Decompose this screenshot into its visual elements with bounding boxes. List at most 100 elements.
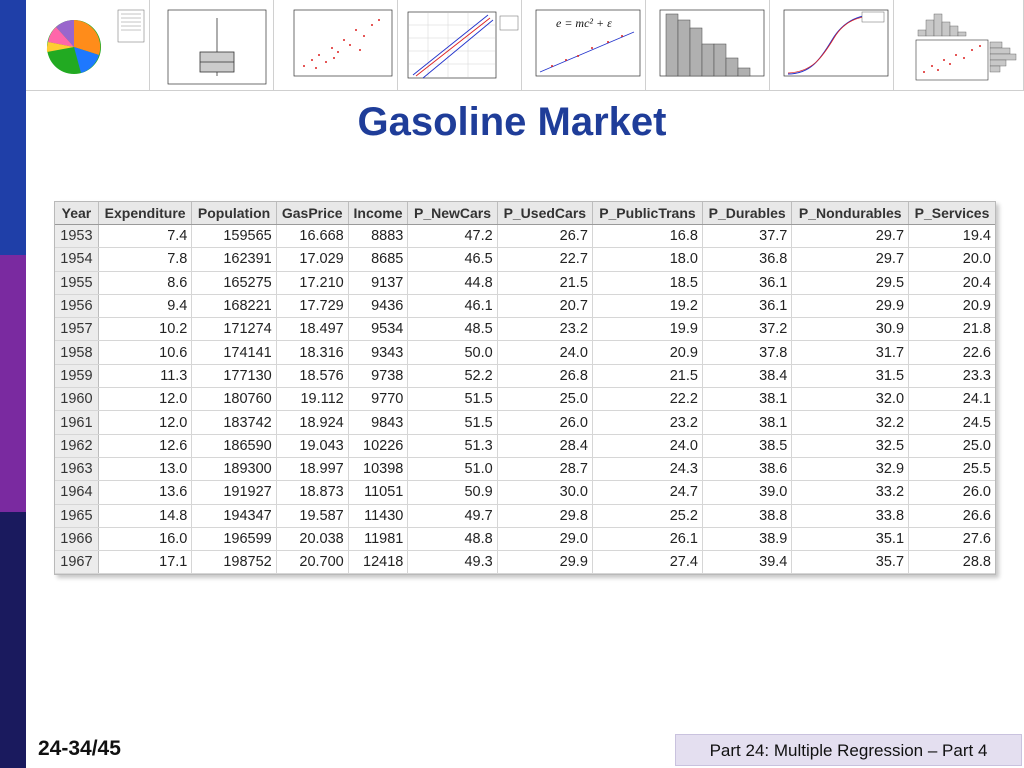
table-row: 1963 13.0 189300 18.997 10398 51.0 28.7 24.3 38.…: [55, 457, 995, 482]
table-cell: 26.8: [497, 364, 593, 389]
table-cell: 1955: [55, 271, 99, 295]
table-cell: 7.8: [98, 247, 193, 272]
table-cell: 31.5: [791, 364, 910, 389]
table-cell: 38.1: [702, 387, 793, 412]
thumbnail-marginal-plot: [894, 0, 1024, 90]
table-row: 1953 7.4 159565 16.668 8883 47.2 26.7 16.8 37.7 2…: [55, 224, 995, 249]
table-cell: 29.9: [791, 294, 910, 319]
table-cell: 9738: [348, 364, 409, 389]
slide-number: 24-34/45: [38, 737, 121, 760]
table-cell: 18.0: [592, 247, 703, 272]
table-cell: 1956: [55, 294, 99, 319]
thumbnail-probability-plot: [398, 0, 522, 90]
table-cell: 37.8: [702, 340, 793, 365]
table-row: 1966 16.0 196599 20.038 11981 48.8 29.0 26.1 38.…: [55, 527, 995, 552]
table-cell: 48.8: [407, 527, 498, 552]
table-cell: 191927: [191, 480, 277, 505]
table-row: 1959 11.3 177130 18.576 9738 52.2 26.8 21.5 38.4…: [55, 364, 995, 389]
column-header: P_Services: [908, 202, 995, 225]
column-header: P_Nondurables: [791, 202, 910, 225]
data-table-container: Year Expenditure Population GasPrice Income P…: [54, 201, 996, 576]
table-cell: 189300: [191, 457, 277, 482]
table-cell: 29.8: [497, 504, 593, 528]
histogram-graphic: [659, 9, 765, 77]
table-cell: 51.3: [407, 434, 498, 458]
table-cell: 24.1: [908, 387, 995, 412]
table-cell: 13.0: [98, 457, 193, 482]
table-cell: 12.6: [98, 434, 193, 458]
table-cell: 49.7: [407, 504, 498, 528]
table-cell: 1959: [55, 364, 99, 389]
table-cell: 10398: [348, 457, 409, 482]
table-cell: 20.7: [497, 294, 593, 319]
table-cell: 46.1: [407, 294, 498, 319]
table-cell: 198752: [191, 550, 277, 575]
table-cell: 11430: [348, 504, 409, 528]
table-cell: 20.700: [276, 550, 349, 575]
table-cell: 9843: [348, 410, 409, 435]
column-header: P_UsedCars: [497, 202, 593, 225]
table-cell: 24.0: [592, 434, 703, 458]
table-cell: 8.6: [98, 271, 193, 295]
table-cell: 39.0: [702, 480, 793, 505]
table-cell: 13.6: [98, 480, 193, 505]
table-cell: 35.7: [791, 550, 910, 575]
table-row: 1960 12.0 180760 19.112 9770 51.5 25.0 22.2 38.1…: [55, 387, 995, 412]
thumbnail-formula-scatter: e = mc² + ε: [522, 0, 646, 90]
table-cell: 16.668: [276, 224, 349, 249]
sidebar-band-purple: [0, 255, 26, 512]
table-cell: 51.5: [407, 387, 498, 412]
table-cell: 1953: [55, 224, 99, 249]
table-cell: 22.6: [908, 340, 995, 365]
table-cell: 1965: [55, 504, 99, 528]
table-cell: 11051: [348, 480, 409, 505]
table-cell: 33.8: [791, 504, 910, 528]
probability-plot-graphic: [407, 11, 519, 79]
table-cell: 183742: [191, 410, 277, 435]
table-cell: 1954: [55, 247, 99, 272]
table-cell: 51.5: [407, 410, 498, 435]
table-cell: 29.5: [791, 271, 910, 295]
table-cell: 18.5: [592, 271, 703, 295]
column-header: Population: [191, 202, 277, 225]
column-header: Year: [55, 202, 99, 225]
table-row: 1965 14.8 194347 19.587 11430 49.7 29.8 25.2 38.…: [55, 504, 995, 528]
table-cell: 14.8: [98, 504, 193, 528]
table-cell: 37.7: [702, 224, 793, 249]
table-cell: 24.5: [908, 410, 995, 435]
table-cell: 1960: [55, 387, 99, 412]
table-cell: 9770: [348, 387, 409, 412]
pie-chart-graphic: [46, 9, 145, 74]
table-cell: 27.6: [908, 527, 995, 552]
table-cell: 28.4: [497, 434, 593, 458]
left-color-bar: [0, 0, 26, 768]
table-cell: 11981: [348, 527, 409, 552]
formula-text: e = mc² + ε: [556, 16, 612, 30]
column-header: Expenditure: [98, 202, 193, 225]
table-cell: 47.2: [407, 224, 498, 249]
table-cell: 48.5: [407, 317, 498, 342]
table-body: 1953 7.4 159565 16.668 8883 47.2 26.7 16.8 37.7 2…: [55, 224, 995, 575]
table-cell: 22.2: [592, 387, 703, 412]
table-cell: 29.9: [497, 550, 593, 575]
marginal-plot-graphic: [915, 13, 1017, 81]
table-cell: 9.4: [98, 294, 193, 319]
thumbnail-scatter-plot: [274, 0, 398, 90]
table-cell: 37.2: [702, 317, 793, 342]
table-cell: 20.9: [592, 340, 703, 365]
table-cell: 9343: [348, 340, 409, 365]
footer-course-label: Part 24: Multiple Regression – Part 4: [675, 734, 1022, 766]
table-cell: 18.873: [276, 480, 349, 505]
table-header-row: Year Expenditure Population GasPrice Income P…: [55, 202, 995, 225]
table-cell: 29.7: [791, 224, 910, 249]
table-row: 1964 13.6 191927 18.873 11051 50.9 30.0 24.7 39.…: [55, 480, 995, 505]
table-cell: 39.4: [702, 550, 793, 575]
table-cell: 32.2: [791, 410, 910, 435]
table-cell: 26.0: [497, 410, 593, 435]
table-cell: 21.5: [592, 364, 703, 389]
column-header: P_Durables: [702, 202, 793, 225]
table-cell: 29.0: [497, 527, 593, 552]
header-chart-thumbnails: e = mc² + ε: [26, 0, 1024, 91]
table-cell: 32.9: [791, 457, 910, 482]
table-cell: 26.0: [908, 480, 995, 505]
